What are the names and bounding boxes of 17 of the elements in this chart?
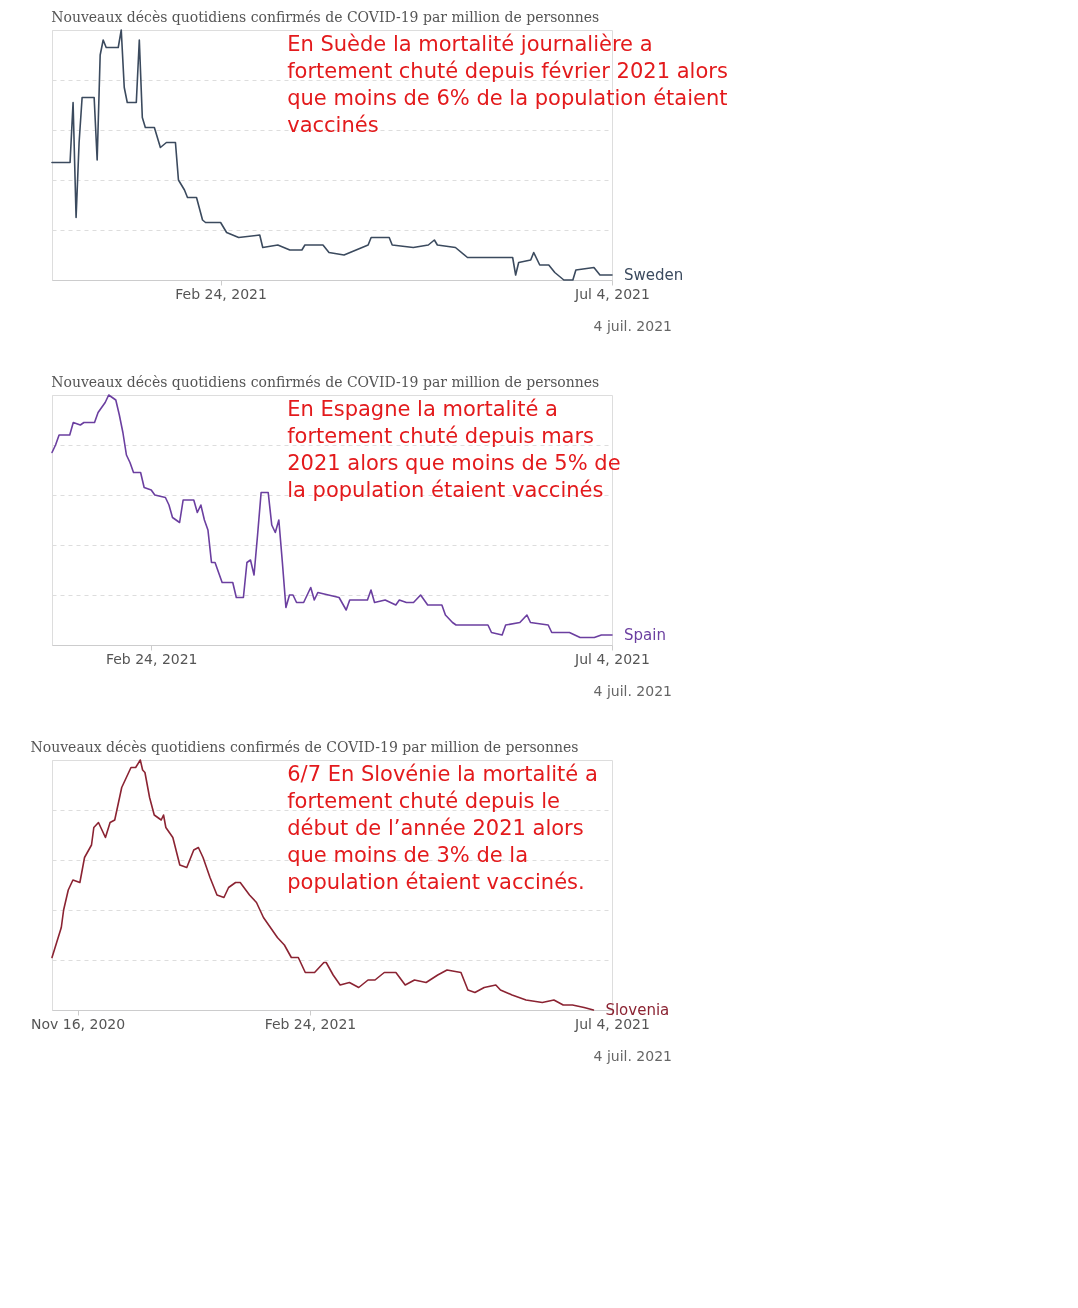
annotation: En Suède la mortalité journalière a fortement chuté depuis février 2021 alors que moins de 6% de la population étaient vaccinés (287, 32, 728, 137)
chart-title: Nouveaux décès quotidiens confirmés de COVID-19 par million de personnes (30, 739, 579, 756)
chart-title: Nouveaux décès quotidiens confirmés de COVID-19 par million de personnes (51, 9, 600, 26)
annotation: En Espagne la mortalité a fortement chuté depuis mars 2021 alors que moins de 5% de la population étaient vaccinés (287, 397, 621, 502)
x-tick-label: Feb 24, 2021 (105, 650, 198, 667)
text: 4 juil. 2021 (593, 683, 672, 699)
x-tick-label: Jul 4, 2021 (574, 650, 650, 667)
x-tick-label: Feb 24, 2021 (175, 285, 267, 302)
text: 4 juil. 2021 (593, 1048, 672, 1064)
text: 4 juil. 2021 (593, 318, 672, 334)
series-label: Spain (624, 626, 666, 644)
x-tick-label: Nov 16, 2020 (31, 1015, 126, 1032)
series-label: Sweden (624, 266, 684, 284)
x-tick-label: Jul 4, 2021 (574, 285, 650, 302)
annotation: 6/7 En Slovénie la mortalité a fortement chuté depuis le début de l’année 2021 alors que moins de 3% de la population étaient vaccinés. (287, 762, 598, 894)
x-tick-label: Feb 24, 2021 (264, 1015, 357, 1032)
chart-title: Nouveaux décès quotidiens confirmés de COVID-19 par million de personnes (51, 374, 600, 391)
